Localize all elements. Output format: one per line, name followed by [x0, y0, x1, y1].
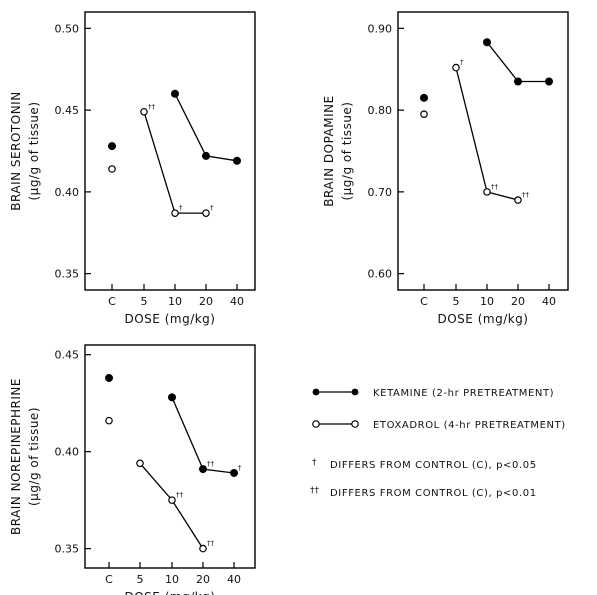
legend-sig1-label: DIFFERS FROM CONTROL (C), p<0.05	[330, 460, 537, 471]
y-tick-label: 0.90	[368, 22, 393, 35]
etoxadrol-point-10	[483, 188, 491, 196]
y-tick-label: 0.45	[55, 349, 80, 362]
ketamine-point-40	[544, 77, 553, 86]
legend-etoxadrol-label: ETOXADROL (4-hr PRETREATMENT)	[373, 420, 566, 431]
x-axis-label: DOSE (mg/kg)	[125, 590, 216, 595]
x-tick-label: C	[105, 573, 113, 586]
significance-marker: †	[460, 59, 464, 67]
etoxadrol-point-5	[452, 63, 460, 72]
ketamine-point-20	[202, 151, 211, 160]
ketamine-series-line	[171, 397, 235, 474]
y-tick-label: 0.35	[55, 543, 80, 556]
significance-marker: ††	[491, 183, 499, 191]
ketamine-point-20	[513, 77, 522, 86]
x-tick-label: 20	[511, 295, 525, 308]
ketamine-series-line	[174, 93, 238, 162]
y-axis-unit: (µg/g of tissue)	[27, 101, 41, 200]
legend-sig2-symbol: ††	[310, 486, 320, 496]
x-tick-label: 40	[230, 295, 244, 308]
y-axis-unit: (µg/g of tissue)	[340, 101, 354, 200]
legend-etoxadrol-marker	[312, 420, 359, 428]
etoxadrol-series-line	[455, 67, 519, 201]
x-tick-label: 5	[141, 295, 148, 308]
ketamine-point-10	[168, 393, 177, 402]
legend-ketamine-marker	[312, 388, 359, 396]
ketamine-point-40	[230, 468, 239, 477]
etoxadrol-point-C	[108, 165, 116, 173]
x-tick-label: 5	[453, 295, 460, 308]
x-tick-label: C	[420, 295, 428, 308]
x-tick-label: 40	[542, 295, 556, 308]
significance-marker: ††	[207, 540, 215, 548]
y-tick-label: 0.40	[55, 446, 80, 459]
ketamine-point-C	[104, 373, 113, 382]
chart-panel-2: 0.60 0.70 0.80 0.90 C 5 10 20 40 DOSE (mg/kg) BRAI…	[322, 11, 569, 326]
ketamine-series-line	[486, 41, 549, 83]
x-tick-label: C	[108, 295, 116, 308]
legend-sig2-label: DIFFERS FROM CONTROL (C), p<0.01	[330, 488, 537, 499]
significance-marker: †	[179, 204, 183, 212]
ketamine-point-10	[483, 38, 492, 47]
etoxadrol-point-C	[105, 416, 113, 425]
chart-panel-1: 0.35 0.40 0.45 0.50 C 5 10 20 40 DOSE (mg/kg) BRAI…	[9, 11, 256, 326]
significance-marker: ††	[176, 491, 184, 499]
x-tick-label: 10	[480, 295, 494, 308]
chart-panel-3: 0.35 0.40 0.45 C 5 10 20 40 DOSE (mg/kg) BRAIN NO…	[9, 344, 256, 595]
ketamine-point-10	[171, 89, 180, 98]
etoxadrol-point-10	[168, 496, 176, 504]
y-tick-label: 0.70	[368, 186, 393, 199]
etoxadrol-point-5	[136, 459, 144, 468]
ketamine-point-40	[233, 156, 242, 165]
etoxadrol-point-20	[514, 196, 522, 204]
significance-marker: ††	[148, 103, 156, 111]
x-tick-label: 20	[196, 573, 210, 586]
y-axis-label: BRAIN NOREPINEPHRINE	[9, 378, 23, 535]
y-axis-label: BRAIN SEROTONIN	[9, 91, 23, 210]
significance-marker: ††	[207, 460, 215, 468]
etoxadrol-point-5	[140, 107, 148, 116]
legend-ketamine-label: KETAMINE (2-hr PRETREATMENT)	[373, 388, 554, 399]
plot-frame	[84, 11, 256, 291]
y-axis-unit: (µg/g of tissue)	[27, 407, 41, 506]
y-tick-label: 0.80	[368, 104, 393, 117]
x-tick-label: 10	[168, 295, 182, 308]
plot-frame	[84, 344, 256, 569]
etoxadrol-series-line	[139, 462, 204, 549]
etoxadrol-series-line	[143, 111, 206, 214]
significance-marker: ††	[522, 191, 530, 199]
ketamine-point-C	[420, 93, 429, 102]
ketamine-point-20	[199, 465, 208, 474]
ketamine-point-C	[107, 142, 116, 151]
significance-marker: †	[210, 204, 214, 212]
legend-sig1-symbol: †	[312, 458, 317, 468]
x-tick-label: 10	[165, 573, 179, 586]
legend: KETAMINE (2-hr PRETREATMENT) ETOXADROL (…	[310, 388, 566, 499]
etoxadrol-point-10	[171, 209, 179, 217]
y-axis-label: BRAIN DOPAMINE	[322, 95, 336, 206]
x-axis-label: DOSE (mg/kg)	[125, 312, 216, 326]
y-tick-label: 0.40	[55, 186, 80, 199]
x-axis-label: DOSE (mg/kg)	[438, 312, 529, 326]
significance-marker: †	[238, 464, 242, 472]
etoxadrol-point-C	[420, 110, 428, 119]
etoxadrol-point-20	[199, 544, 207, 553]
plot-frame	[397, 11, 569, 291]
x-tick-label: 20	[199, 295, 213, 308]
x-tick-label: 5	[137, 573, 144, 586]
y-tick-label: 0.35	[55, 268, 80, 281]
etoxadrol-point-20	[202, 209, 210, 217]
y-tick-label: 0.60	[368, 268, 393, 281]
x-tick-label: 40	[227, 573, 241, 586]
y-tick-label: 0.45	[55, 104, 80, 117]
y-tick-label: 0.50	[55, 22, 80, 35]
